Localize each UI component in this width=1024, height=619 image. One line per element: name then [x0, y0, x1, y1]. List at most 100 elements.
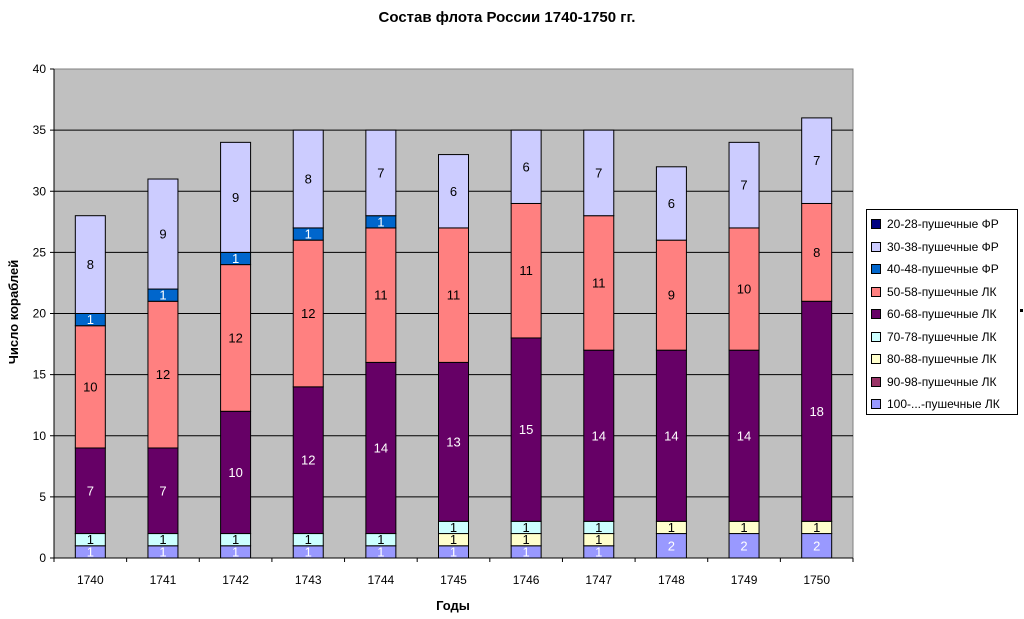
bar-segment [801, 202, 833, 302]
legend-label: 40-48-пушечные ФР [887, 262, 999, 277]
bar-segment-label: 1 [740, 520, 747, 535]
bar-segment-label: 11 [519, 263, 533, 278]
bar-segment-label: 1 [232, 532, 239, 547]
bar-segment-label: 7 [377, 165, 384, 180]
bar-segment [74, 325, 106, 449]
y-tick-label: 20 [33, 307, 47, 321]
legend-item: 30-38-пушечные ФР [871, 236, 1017, 259]
y-tick-label: 0 [39, 551, 46, 565]
bar-segment-label: 1 [813, 520, 820, 535]
bar-segment-label: 14 [664, 428, 678, 443]
bar-segment [74, 215, 106, 314]
legend-label: 100-...-пушечные ЛК [887, 397, 1000, 412]
bar-segment-label: 1 [305, 532, 312, 547]
bar-segment-label: 7 [159, 483, 166, 498]
bar-segment [801, 300, 833, 522]
bar-segment-label: 1 [87, 312, 94, 327]
legend-label: 80-88-пушечные ЛК [887, 352, 997, 367]
bar-segment-label: 13 [446, 434, 460, 449]
bar-segment [220, 141, 252, 253]
bar-segment-label: 1 [450, 544, 457, 559]
bar-segment-label: 9 [159, 227, 166, 242]
legend-swatch [871, 309, 881, 320]
bar-segment-label: 7 [595, 165, 602, 180]
bar-segment-label: 6 [450, 184, 457, 199]
bar-segment [292, 239, 324, 388]
bar-segment-label: 1 [523, 532, 530, 547]
bar-segment [365, 129, 397, 217]
bar-segment-label: 11 [592, 275, 606, 290]
x-tick-label: 1742 [222, 573, 249, 587]
bar-segment-label: 1 [595, 520, 602, 535]
legend-item: 70-78-пушечные ЛК [871, 326, 1017, 349]
bar-segment-label: 9 [668, 288, 675, 303]
y-axis-title: Число кораблей [6, 260, 21, 364]
bar-segment-label: 7 [740, 178, 747, 193]
bar-segment [147, 447, 179, 535]
legend: 20-28-пушечные ФР 30-38-пушечные ФР 40-48-… [866, 209, 1018, 415]
bar-segment-label: 1 [523, 544, 530, 559]
x-tick-label: 1747 [585, 573, 612, 587]
y-tick-label: 30 [33, 184, 47, 198]
legend-item: 60-68-пушечные ЛК [871, 303, 1017, 326]
bar-segment-label: 1 [377, 532, 384, 547]
legend-label: 20-28-пушечные ФР [887, 217, 999, 232]
bar-segment-label: 10 [83, 379, 97, 394]
x-axis-title: Годы [436, 598, 470, 613]
bar-segment-label: 8 [305, 172, 312, 187]
bar-segment-label: 6 [668, 196, 675, 211]
bar-segment-label: 1 [232, 251, 239, 266]
legend-label: 60-68-пушечные ЛК [887, 307, 997, 322]
bar-segment-label: 15 [519, 422, 533, 437]
legend-swatch [871, 399, 881, 410]
bar-segment [220, 410, 252, 535]
bar-segment-label: 7 [813, 153, 820, 168]
legend-item: 50-58-пушечные ЛК [871, 281, 1017, 304]
bar-segment [728, 227, 760, 351]
bar-segment-label: 1 [377, 544, 384, 559]
legend-swatch [871, 376, 881, 387]
bar-segment [220, 264, 252, 412]
bar-segment-label: 1 [232, 544, 239, 559]
bar-segment-label: 1 [377, 214, 384, 229]
bar-segment-label: 12 [156, 367, 170, 382]
legend-swatch [871, 354, 881, 365]
x-tick-label: 1748 [658, 573, 685, 587]
bar-segment [801, 117, 833, 204]
bar-segment [365, 361, 397, 535]
x-tick-label: 1746 [513, 573, 540, 587]
y-tick-label: 15 [33, 368, 47, 382]
bar-segment-label: 8 [813, 245, 820, 260]
legend-label: 90-98-пушечные ЛК [887, 374, 997, 389]
legend-item: 90-98-пушечные ЛК [871, 371, 1017, 394]
bar-segment [728, 349, 760, 522]
bar-segment-label: 14 [737, 428, 751, 443]
bar-segment-label: 12 [301, 453, 315, 468]
bar-segment-label: 1 [305, 544, 312, 559]
bar-segment-label: 1 [595, 544, 602, 559]
bar-segment-label: 18 [809, 404, 823, 419]
bar-segment-label: 1 [668, 520, 675, 535]
bar-segment-label: 10 [228, 465, 242, 480]
bar-segment-label: 1 [87, 544, 94, 559]
bar-segment-label: 1 [87, 532, 94, 547]
bar-segment-label: 12 [301, 306, 315, 321]
y-tick-label: 35 [33, 123, 47, 137]
legend-label: 50-58-пушечные ЛК [887, 284, 997, 299]
bar-segment [292, 129, 324, 229]
legend-item: 80-88-пушечные ЛК [871, 348, 1017, 371]
legend-item: 40-48-пушечные ФР [871, 258, 1017, 281]
bar-segment [655, 533, 687, 559]
bar-segment-label: 1 [305, 227, 312, 242]
y-tick-label: 5 [39, 490, 46, 504]
chart-title: Состав флота России 1740-1750 гг. [379, 9, 636, 26]
y-tick-label: 25 [33, 245, 47, 259]
bar-segment-label: 9 [232, 190, 239, 205]
legend-swatch [871, 219, 881, 230]
bar-segment [147, 300, 179, 449]
legend-item: 100-...-пушечные ЛК [871, 393, 1017, 416]
legend-swatch [871, 331, 881, 342]
bar-segment [438, 154, 469, 229]
bar-segment [365, 227, 397, 363]
